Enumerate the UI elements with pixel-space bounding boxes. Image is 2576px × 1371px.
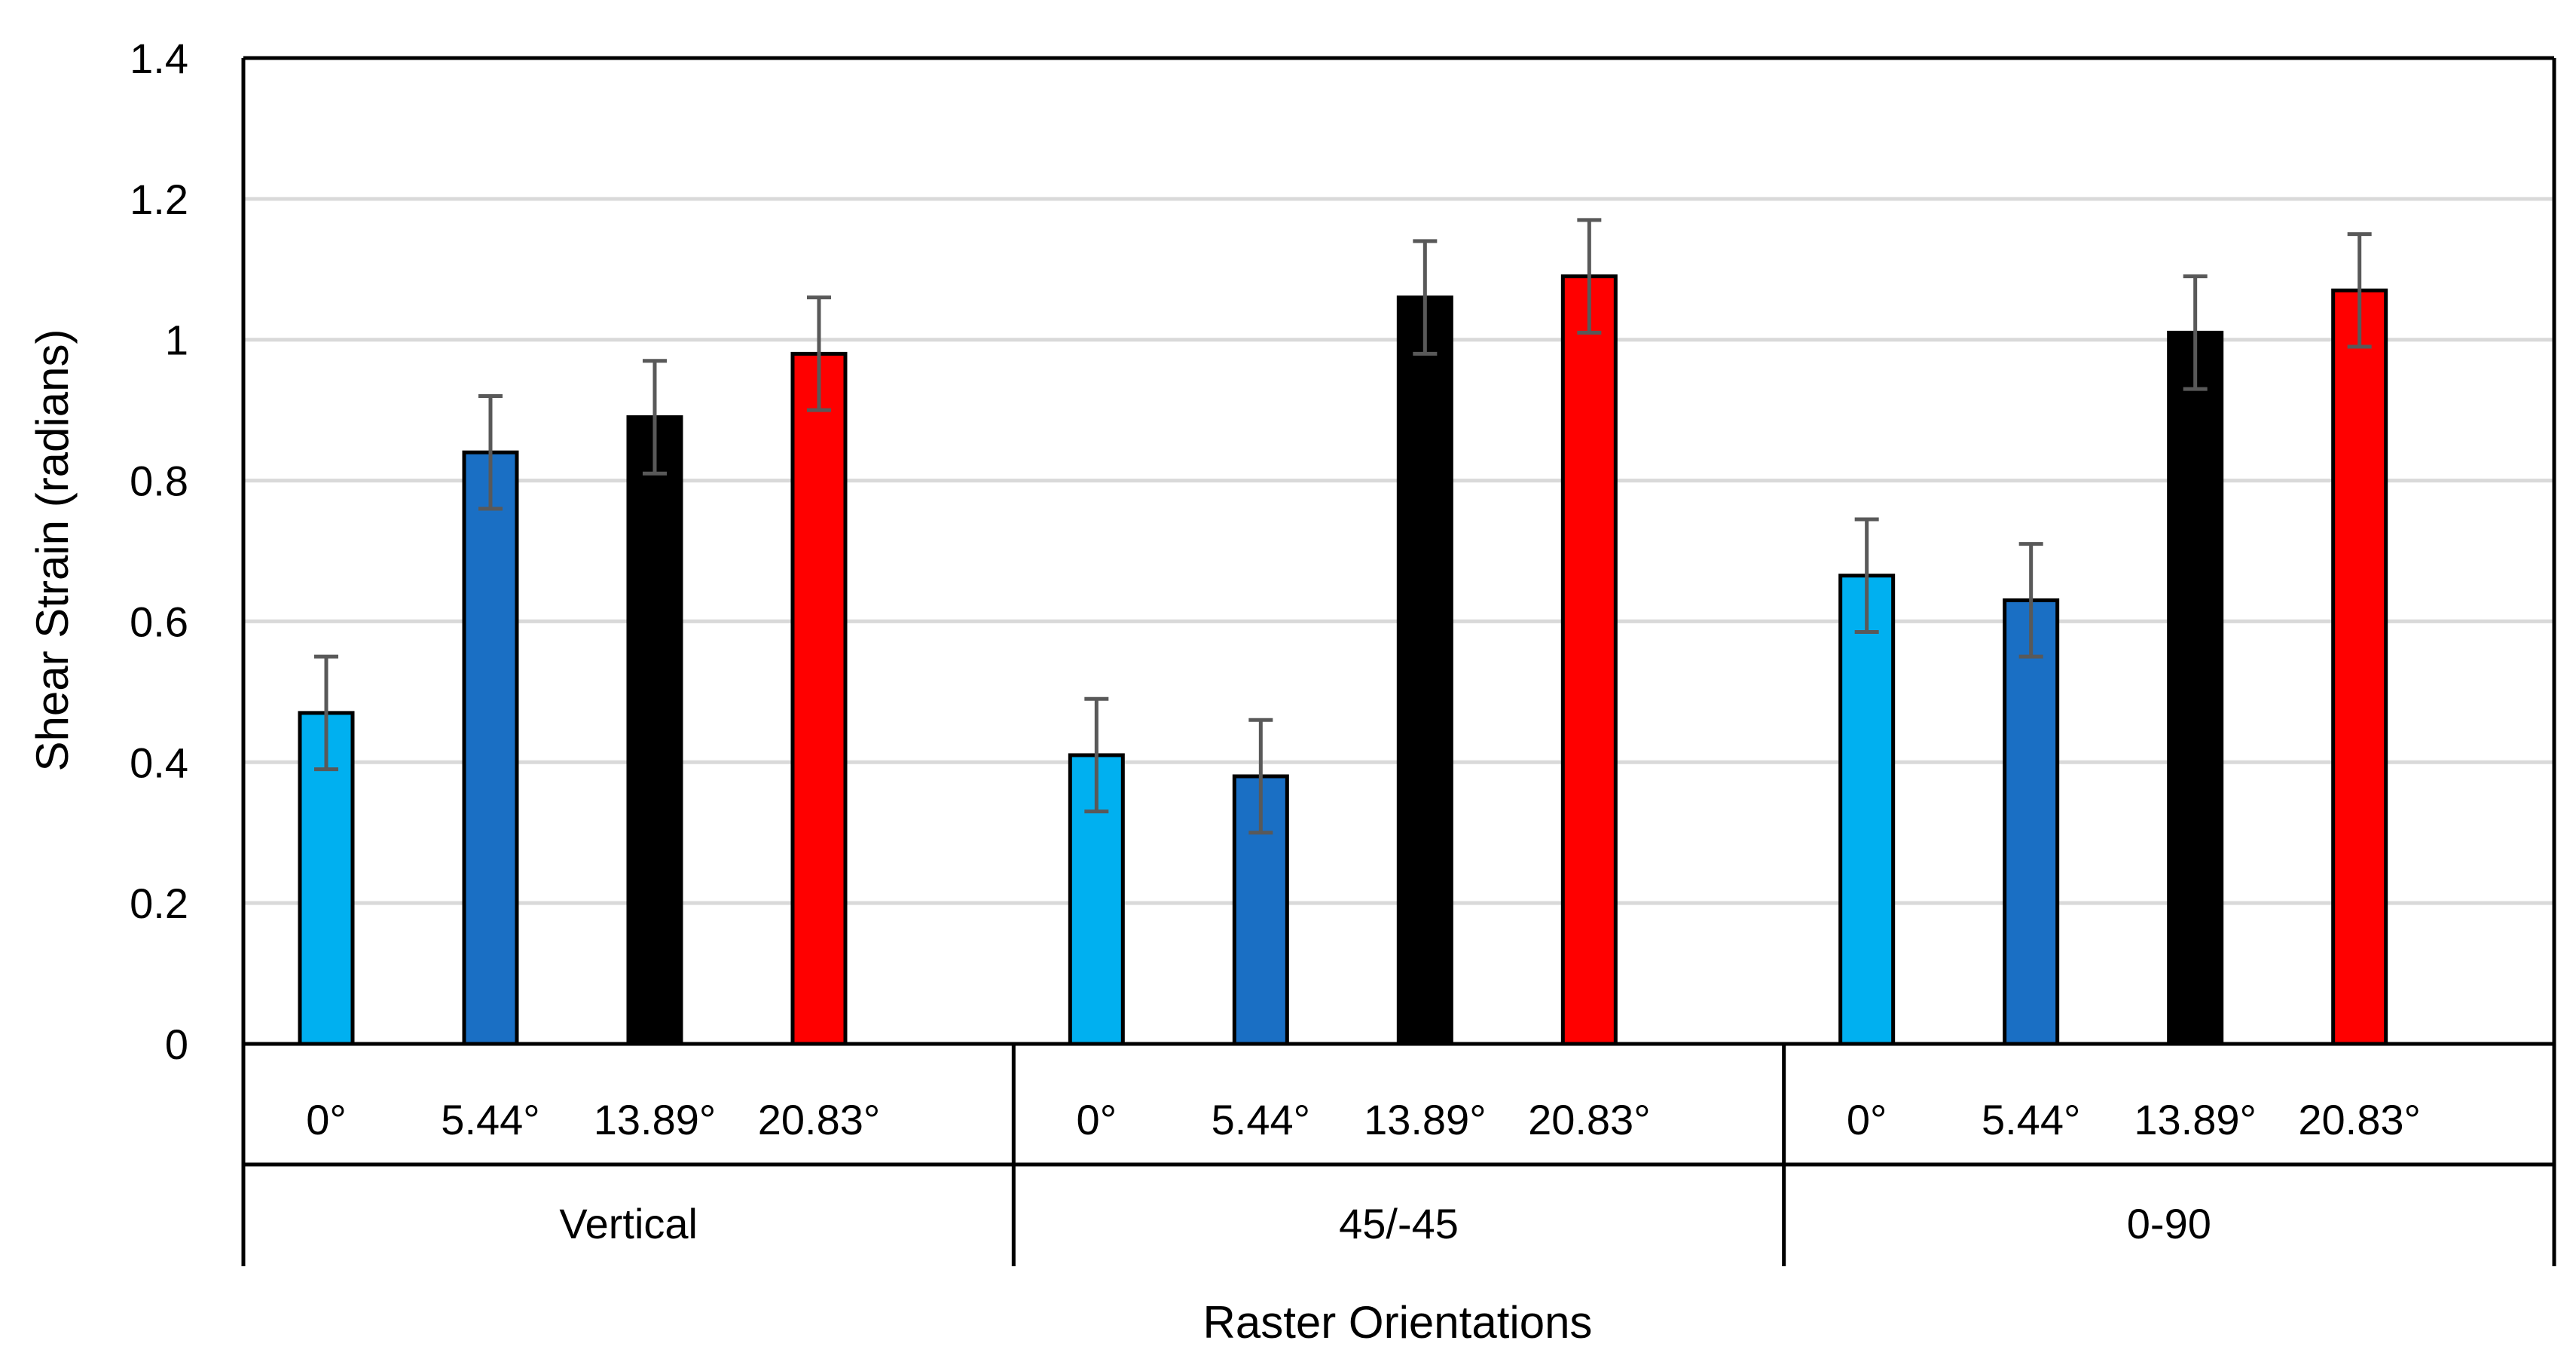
bar: [2167, 330, 2224, 1046]
y-tick-label: 0.2: [130, 880, 188, 927]
y-tick-label: 1.4: [130, 35, 188, 82]
category-tick-label: 20.83°: [758, 1096, 881, 1143]
category-tick-label: 20.83°: [2298, 1096, 2421, 1143]
category-tick-label: 0°: [1077, 1096, 1117, 1143]
bar: [1838, 574, 1896, 1046]
bar: [1396, 295, 1453, 1046]
group-tick-label: 45/-45: [1339, 1200, 1459, 1247]
category-tick-label: 13.89°: [1364, 1096, 1487, 1143]
bar: [462, 450, 519, 1046]
category-tick-label: 20.83°: [1528, 1096, 1651, 1143]
y-tick-label: 1.2: [130, 176, 188, 223]
error-bars: [314, 218, 2372, 835]
bars: [298, 274, 2388, 1046]
group-tick-label: Vertical: [559, 1200, 698, 1247]
axes: [241, 56, 2556, 1266]
category-tick-label: 0°: [306, 1096, 347, 1143]
y-tick-labels: 0 0.2 0.4 0.6 0.8 1 1.2 1.4: [130, 35, 188, 1068]
bar: [626, 415, 683, 1046]
x-tick-labels: 0° 5.44° 13.89° 20.83° Vertical 0° 5.44° 13.89°…: [306, 1096, 2421, 1247]
y-axis-title: Shear Strain (radians): [27, 329, 78, 772]
bar: [1560, 274, 1618, 1046]
bar: [2331, 288, 2388, 1046]
category-tick-label: 13.89°: [2134, 1096, 2257, 1143]
x-axis-title: Raster Orientations: [1203, 1297, 1593, 1348]
category-tick-label: 13.89°: [594, 1096, 717, 1143]
group-tick-label: 0-90: [2127, 1200, 2211, 1247]
category-tick-label: 5.44°: [1982, 1096, 2080, 1143]
category-tick-label: 5.44°: [441, 1096, 539, 1143]
y-tick-label: 1: [165, 317, 188, 364]
y-tick-label: 0.4: [130, 739, 188, 786]
y-tick-label: 0.6: [130, 598, 188, 645]
bar: [790, 351, 848, 1046]
bar: [2003, 598, 2060, 1046]
category-tick-label: 0°: [1847, 1096, 1887, 1143]
category-tick-label: 5.44°: [1212, 1096, 1310, 1143]
y-tick-label: 0.8: [130, 458, 188, 505]
y-tick-label: 0: [165, 1021, 188, 1068]
